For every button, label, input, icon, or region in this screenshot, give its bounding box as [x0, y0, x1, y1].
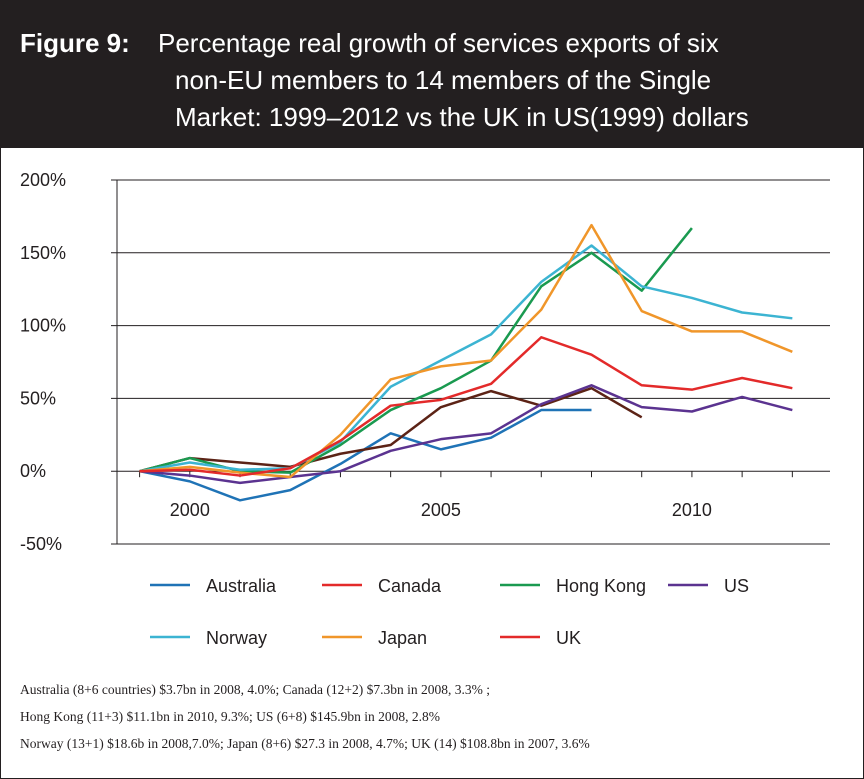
title-line: Market: 1999–2012 vs the UK in US(1999) …: [175, 102, 749, 132]
series-line: [139, 335, 793, 477]
series-line: [139, 384, 793, 485]
y-tick-label: 100%: [20, 316, 66, 336]
legend-label: US: [724, 576, 749, 596]
legend-label: UK: [556, 628, 581, 648]
x-tick-label: 2005: [421, 500, 461, 520]
title-line: non-EU members to 14 members of the Sing…: [175, 65, 711, 95]
x-tick-label: 2000: [170, 500, 210, 520]
y-tick-label: 50%: [20, 388, 56, 408]
legend-label: Japan: [378, 628, 427, 648]
note: Hong Kong (11+3) $11.1bn in 2010, 9.3%; …: [20, 709, 440, 724]
legend-label: Hong Kong: [556, 576, 646, 596]
note: Norway (13+1) $18.6b in 2008,7.0%; Japan…: [20, 736, 590, 751]
y-tick-label: 200%: [20, 170, 66, 190]
legend-label: Norway: [206, 628, 267, 648]
header: [0, 0, 864, 148]
x-tick-label: 2010: [672, 500, 712, 520]
y-tick-label: 150%: [20, 243, 66, 263]
y-tick-label: -50%: [20, 534, 62, 554]
series-line: [139, 244, 793, 473]
note: Australia (8+6 countries) $3.7bn in 2008…: [20, 682, 490, 697]
legend-label: Canada: [378, 576, 442, 596]
legend-label: Australia: [206, 576, 277, 596]
title-label: Figure 9:: [20, 28, 130, 58]
y-tick-label: 0%: [20, 461, 46, 481]
title-line: Percentage real growth of services expor…: [158, 28, 719, 58]
series-line: [139, 386, 643, 473]
